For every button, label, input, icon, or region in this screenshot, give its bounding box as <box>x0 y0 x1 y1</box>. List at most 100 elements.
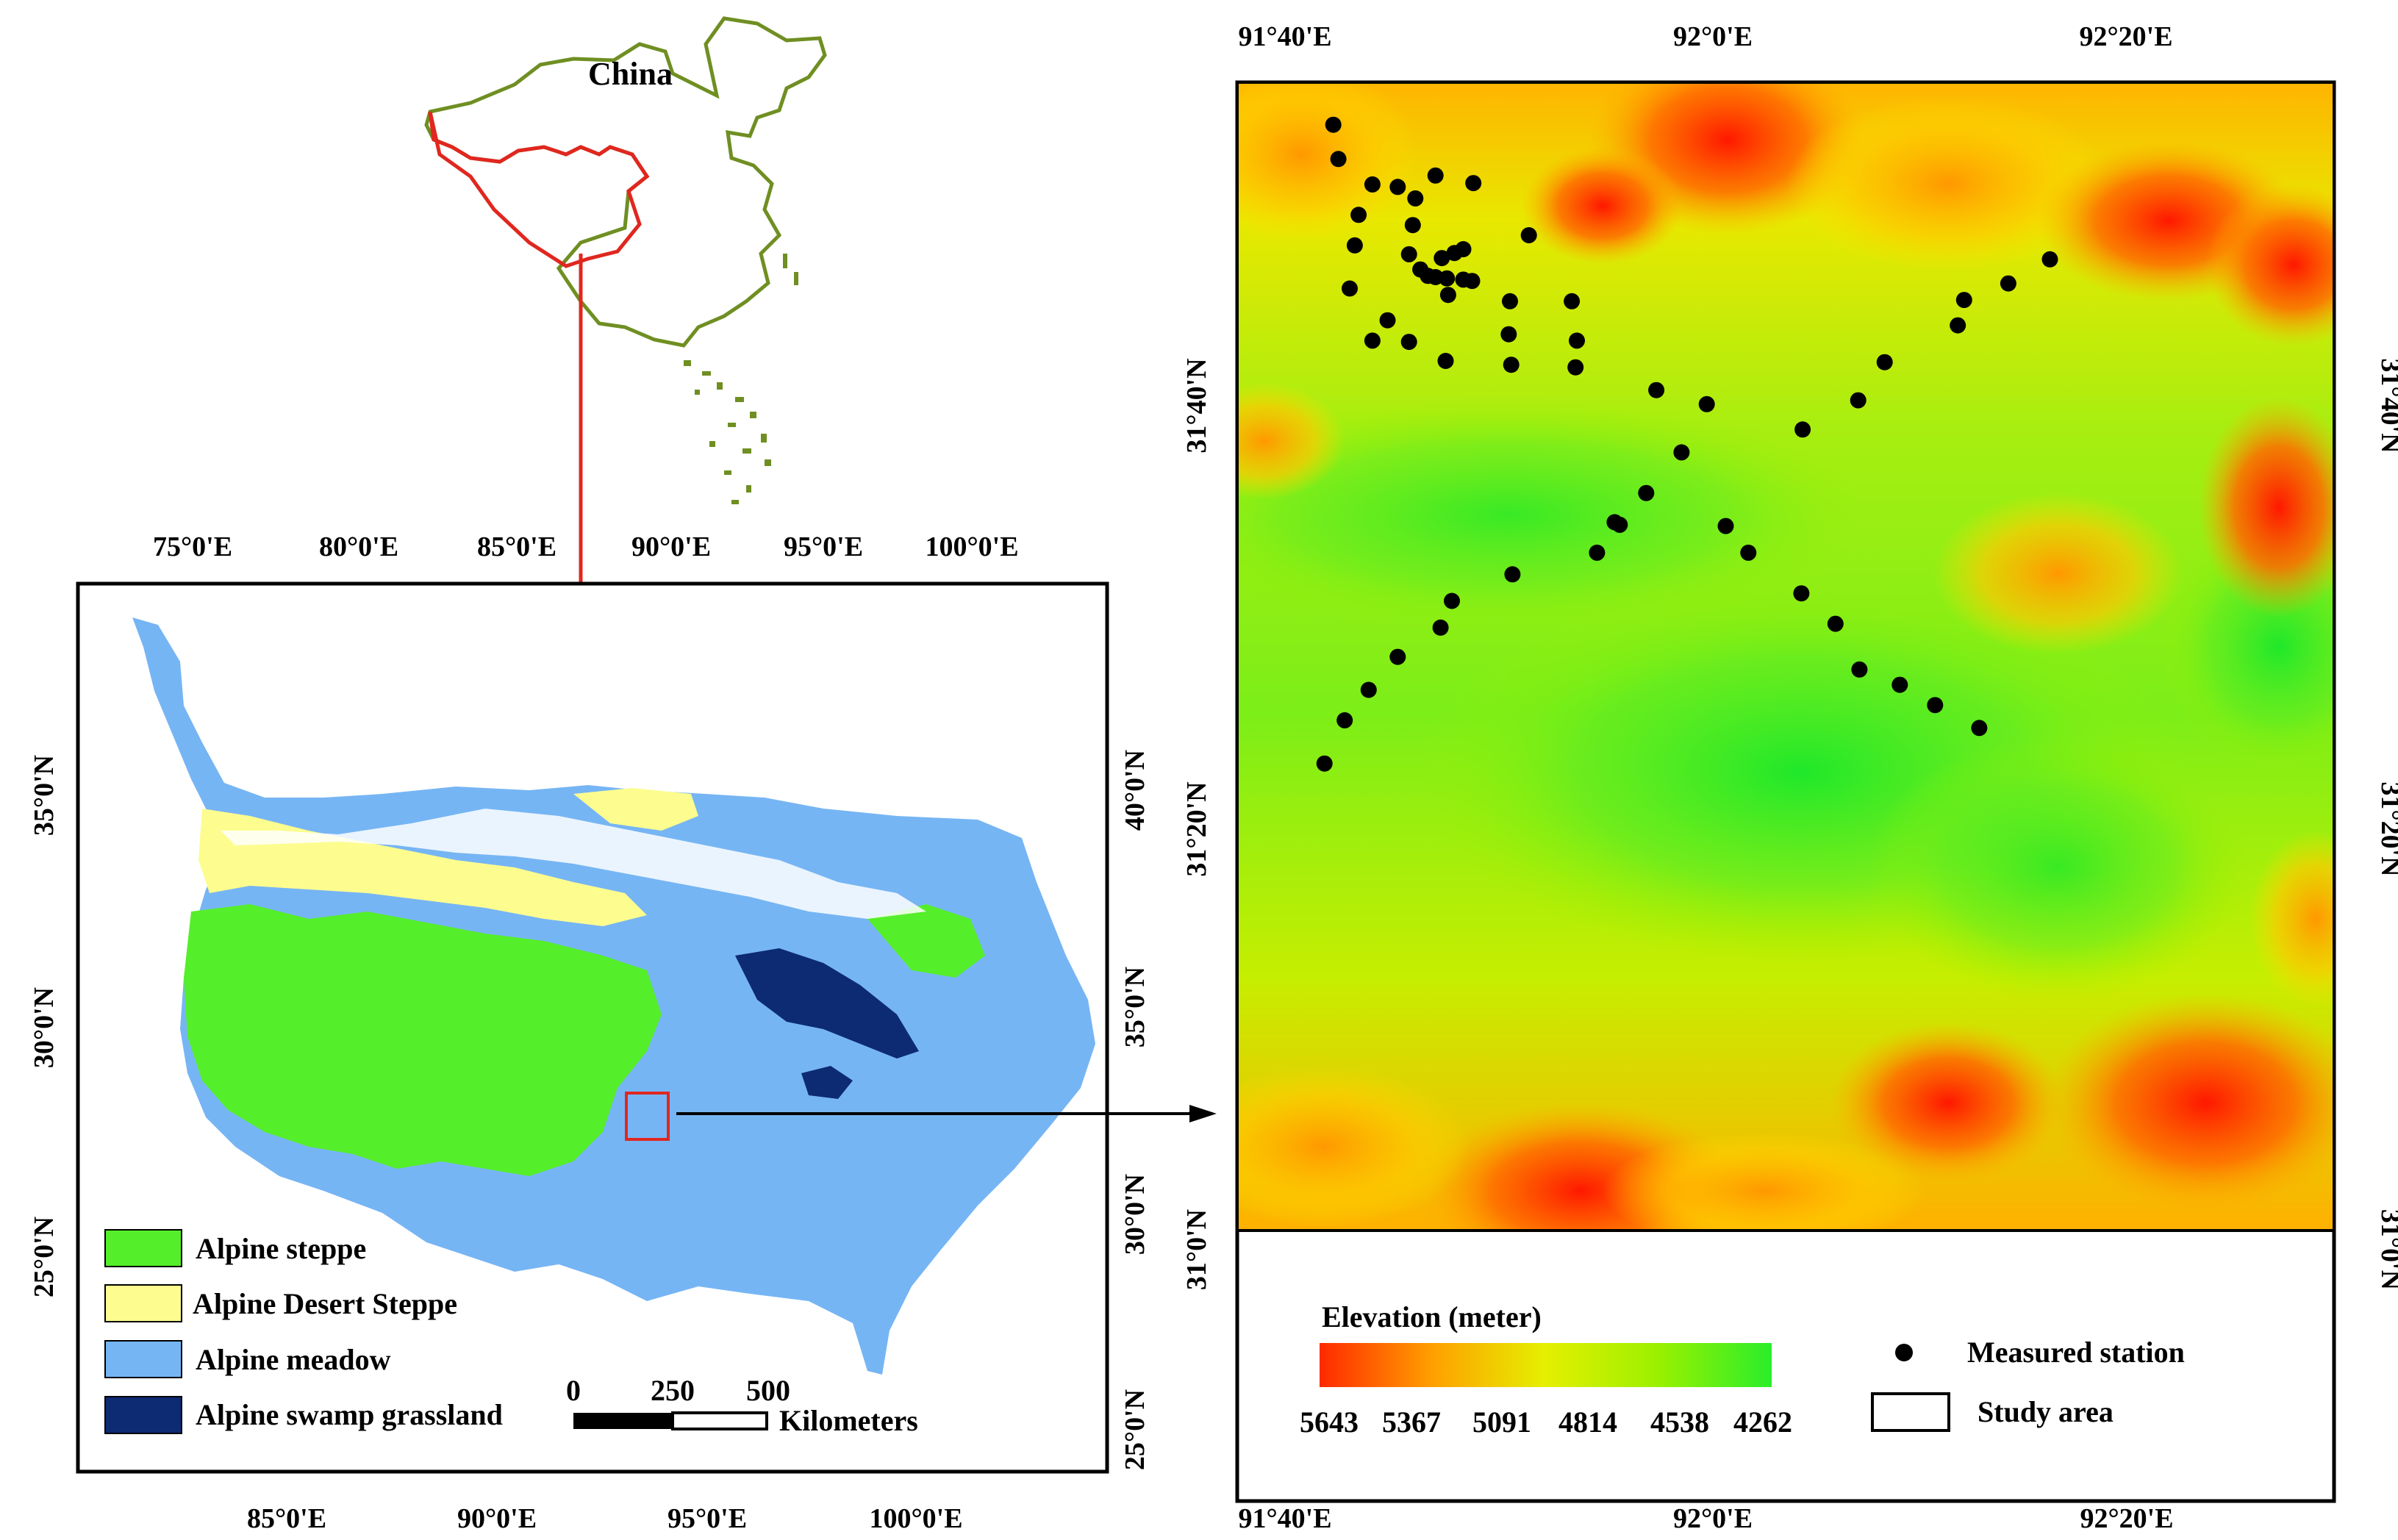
overview-right-ticks: 40°0'N 35°0'N 30°0'N 25°0'N <box>1120 750 1150 1470</box>
overview-top-tick: 80°0'E <box>319 531 398 562</box>
station-point <box>1350 207 1367 223</box>
station-point <box>1407 190 1424 207</box>
station-point <box>1740 544 1757 561</box>
elevation-legend: Elevation (meter) 5643 5367 5091 4814 45… <box>1300 1300 1792 1439</box>
study-map-raster-frame <box>1236 81 2336 1232</box>
elevation-legend-title: Elevation (meter) <box>1322 1300 1542 1333</box>
station-point <box>1589 544 1606 561</box>
overview-right-tick: 40°0'N <box>1120 750 1150 831</box>
study-area-map: Elevation (meter) 5643 5367 5091 4814 45… <box>1181 21 2398 1534</box>
station-point <box>1439 270 1456 287</box>
station-point <box>1464 273 1481 290</box>
station-point <box>1564 293 1581 309</box>
scale-bar-unit: Kilometers <box>779 1404 918 1437</box>
legend-study-area-label: Study area <box>1978 1395 2114 1428</box>
legend-label-alpine-steppe: Alpine steppe <box>196 1232 366 1265</box>
station-point <box>1567 359 1584 376</box>
scale-bar-black-segment <box>573 1413 673 1429</box>
station-point <box>1444 592 1460 609</box>
station-point <box>1876 354 1893 370</box>
station-point <box>1346 237 1363 254</box>
alpine-swamp-grassland-patch <box>801 1066 853 1099</box>
station-point <box>1569 332 1585 349</box>
alpine-desert-steppe-northeast <box>573 788 698 831</box>
elevation-color-ramp <box>1320 1343 1772 1387</box>
station-point <box>1827 615 1844 632</box>
elevation-value-label: 5643 <box>1300 1405 1359 1439</box>
china-label: China <box>588 56 673 92</box>
overview-bottom-tick: 95°0'E <box>667 1503 747 1534</box>
elevation-raster <box>1237 82 2334 1231</box>
station-point <box>1432 619 1449 636</box>
alpine-swamp-grassland-region <box>735 948 919 1059</box>
station-point <box>1648 382 1665 398</box>
legend-station-symbol <box>1895 1344 1913 1361</box>
study-top-tick: 92°20'E <box>2079 21 2172 52</box>
overview-right-tick: 30°0'N <box>1120 1174 1150 1255</box>
legend-swatch-alpine-meadow <box>104 1340 182 1378</box>
study-bottom-ticks: 91°40'E 92°0'E 92°20'E <box>1238 1503 2173 1534</box>
station-point <box>1437 353 1454 369</box>
station-point <box>1698 395 1715 412</box>
station-point <box>1502 293 1518 309</box>
elevation-value-label: 4814 <box>1558 1405 1617 1439</box>
study-area-locator-box <box>625 1092 670 1141</box>
overview-top-tick: 75°0'E <box>153 531 232 562</box>
study-left-tick: 31°40'N <box>1181 358 1212 453</box>
legend-swatch-alpine-steppe <box>104 1229 182 1267</box>
overview-top-tick: 95°0'E <box>784 531 863 562</box>
elevation-value-label: 4538 <box>1650 1405 1709 1439</box>
study-right-ticks: 31°40'N 31°20'N 31°0'N <box>2375 358 2398 1290</box>
scale-bar-white-segment <box>671 1411 768 1430</box>
station-point <box>1434 250 1450 267</box>
station-point <box>1850 392 1866 409</box>
legend-swatch-alpine-swamp-grassland <box>104 1396 182 1434</box>
station-point <box>1794 421 1811 438</box>
station-point <box>1520 227 1537 243</box>
study-right-tick: 31°40'N <box>2375 358 2398 453</box>
scale-bar-label-0: 0 <box>566 1374 581 1407</box>
station-point <box>1455 241 1472 257</box>
study-bottom-tick: 92°20'E <box>2080 1503 2173 1534</box>
overview-top-tick: 85°0'E <box>477 531 556 562</box>
overview-map: Alpine steppe Alpine Desert Steppe Alpin… <box>29 531 1217 1534</box>
study-right-tick: 31°0'N <box>2375 1209 2398 1290</box>
alpine-steppe-region <box>184 904 662 1176</box>
elevation-value-label: 5367 <box>1382 1405 1441 1439</box>
study-area-connector-arrowhead <box>1189 1105 1217 1122</box>
legend-label-alpine-swamp-grassland: Alpine swamp grassland <box>196 1398 503 1431</box>
overview-left-tick: 35°0'N <box>29 755 60 836</box>
station-point <box>1316 755 1333 772</box>
station-point <box>1793 585 1810 602</box>
scale-bar-label-250: 250 <box>651 1374 695 1407</box>
station-point <box>1379 312 1396 329</box>
scale-bar: 0 250 500 Kilometers <box>566 1374 918 1437</box>
study-left-tick: 31°0'N <box>1181 1209 1212 1290</box>
overview-top-tick: 100°0'E <box>925 531 1018 562</box>
station-point <box>1360 681 1377 698</box>
station-point <box>1336 712 1353 728</box>
overview-right-tick: 35°0'N <box>1120 967 1150 1047</box>
station-point <box>1389 179 1406 196</box>
legend-station-label: Measured station <box>1967 1336 2185 1369</box>
study-right-tick: 31°20'N <box>2375 781 2398 876</box>
station-point <box>1950 317 1966 334</box>
scale-bar-label-500: 500 <box>746 1374 790 1407</box>
overview-bottom-tick: 100°0'E <box>869 1503 962 1534</box>
overview-left-tick: 25°0'N <box>29 1217 60 1297</box>
overview-top-ticks: 75°0'E 80°0'E 85°0'E 90°0'E 95°0'E 100°0… <box>153 531 1019 562</box>
overview-bottom-ticks: 85°0'E 90°0'E 95°0'E 100°0'E <box>247 1503 963 1534</box>
overview-bottom-tick: 85°0'E <box>247 1503 326 1534</box>
elevation-value-label: 4262 <box>1733 1405 1792 1439</box>
legend-label-alpine-meadow: Alpine meadow <box>196 1343 391 1376</box>
overview-bottom-tick: 90°0'E <box>457 1503 537 1534</box>
station-point <box>1364 176 1381 193</box>
station-point <box>1404 217 1421 234</box>
measured-stations <box>1316 116 2058 772</box>
station-point <box>2000 275 2016 292</box>
station-point <box>1342 280 1358 297</box>
overview-right-tick: 25°0'N <box>1120 1389 1150 1470</box>
station-point <box>1500 326 1517 343</box>
station-point <box>1400 334 1417 351</box>
